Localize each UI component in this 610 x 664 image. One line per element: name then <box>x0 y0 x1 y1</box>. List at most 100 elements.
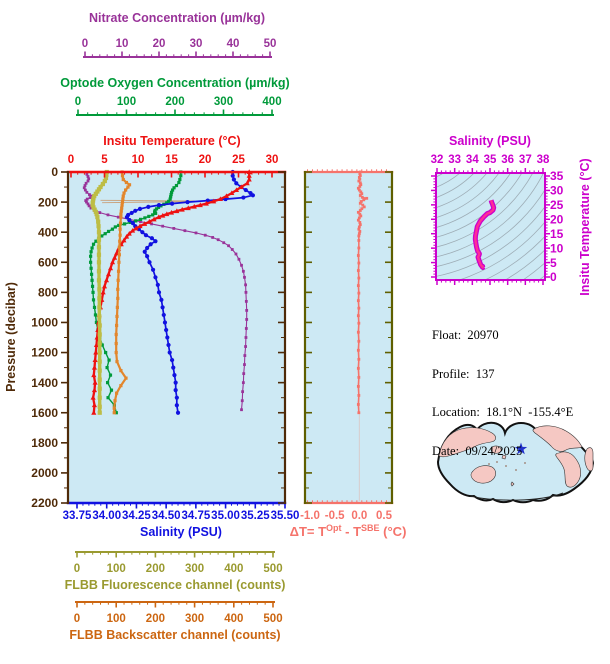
data-marker <box>114 411 118 415</box>
data-marker <box>102 178 107 184</box>
data-marker <box>97 296 102 301</box>
data-marker <box>360 207 364 211</box>
data-marker <box>124 233 130 239</box>
data-marker <box>241 381 245 385</box>
pressure-axis-title: Pressure (decibar) <box>4 282 18 392</box>
pressure-tick-label: 1400 <box>31 376 58 390</box>
data-marker <box>98 184 103 190</box>
data-marker <box>101 283 108 289</box>
data-marker <box>82 186 86 190</box>
ts-salinity-tick-label: 35 <box>484 154 497 166</box>
data-marker <box>358 201 362 205</box>
ts-temperature-tick-label: 5 <box>550 256 557 270</box>
data-marker <box>114 332 118 337</box>
data-marker <box>89 260 93 264</box>
float-info-line-profile: Profile: 137 <box>432 366 495 381</box>
data-marker <box>97 314 102 319</box>
data-marker <box>93 209 98 214</box>
data-marker <box>357 306 361 310</box>
data-marker <box>91 409 97 415</box>
data-marker <box>234 181 239 186</box>
nitrate-tick-label: 50 <box>264 38 277 50</box>
data-marker <box>94 320 99 325</box>
salinity-tick-label: 34.25 <box>122 510 151 522</box>
data-marker <box>92 357 98 363</box>
data-marker <box>240 408 243 412</box>
data-marker <box>359 200 363 203</box>
data-marker <box>97 368 102 373</box>
temperature-tick-label: 30 <box>266 154 279 166</box>
data-marker <box>357 234 361 238</box>
data-marker <box>169 192 173 197</box>
nitrate-tick-label: 0 <box>82 38 88 50</box>
map-landmass <box>470 465 496 484</box>
data-marker <box>250 193 256 198</box>
data-marker <box>365 196 369 200</box>
ts-temperature-tick-label: 30 <box>550 184 564 198</box>
data-marker <box>356 218 360 222</box>
data-marker <box>161 312 166 318</box>
data-marker <box>117 223 121 228</box>
data-marker <box>227 244 230 248</box>
data-marker <box>357 246 361 250</box>
delta-t-tick-label: 0.0 <box>351 510 367 522</box>
data-marker <box>88 193 91 196</box>
isopycnal-contour-line <box>436 173 461 188</box>
delta-t-tick-label: -1.0 <box>300 510 320 522</box>
data-marker <box>185 199 190 205</box>
backscatter-tick-label: 200 <box>146 613 165 625</box>
data-marker <box>357 176 361 179</box>
data-marker <box>170 190 174 194</box>
data-marker <box>87 177 91 181</box>
data-marker <box>90 278 94 282</box>
data-marker <box>133 208 138 213</box>
main-plot-area <box>68 172 285 503</box>
data-marker <box>130 227 136 233</box>
data-marker <box>113 225 117 229</box>
data-marker <box>356 348 360 352</box>
data-marker <box>156 203 162 208</box>
data-marker <box>357 261 361 265</box>
map-landmass <box>510 481 515 487</box>
data-marker <box>106 396 110 400</box>
data-marker <box>114 350 118 355</box>
data-marker <box>216 238 220 242</box>
data-marker <box>97 323 102 328</box>
data-marker <box>241 269 245 273</box>
pressure-tick-label: 1800 <box>31 436 58 450</box>
data-marker <box>86 202 90 206</box>
spike-artifact-line <box>102 201 195 204</box>
ts-salinity-tick-label: 36 <box>501 154 514 166</box>
nitrate-tick-label: 20 <box>153 38 166 50</box>
data-marker <box>143 233 149 238</box>
map-landmass <box>532 425 583 452</box>
data-marker <box>134 219 138 223</box>
data-marker <box>185 205 191 211</box>
delta-t-tick-label: -0.5 <box>325 510 345 522</box>
data-marker <box>183 229 187 233</box>
float-location-star <box>514 442 528 455</box>
oxygen-axis-title: Optode Oxygen Concentration (µm/kg) <box>60 76 289 90</box>
data-marker <box>119 215 123 219</box>
temperature-tick-label: 20 <box>199 154 212 166</box>
salinity-tick-label: 34.75 <box>181 510 210 522</box>
data-marker <box>238 184 244 190</box>
data-marker <box>245 309 249 312</box>
data-marker <box>169 201 175 206</box>
data-marker <box>150 222 153 226</box>
data-marker <box>97 341 102 346</box>
ts-temperature-tick-label: 25 <box>550 198 564 212</box>
data-marker <box>147 260 152 265</box>
data-marker <box>83 184 87 187</box>
data-marker <box>90 200 95 205</box>
data-marker <box>92 207 97 212</box>
data-marker <box>128 220 132 225</box>
data-marker <box>172 373 177 378</box>
data-marker <box>153 275 158 280</box>
data-marker <box>146 218 152 224</box>
data-marker <box>97 377 102 382</box>
temperature-tick-label: 25 <box>232 154 245 166</box>
data-marker <box>161 224 165 228</box>
